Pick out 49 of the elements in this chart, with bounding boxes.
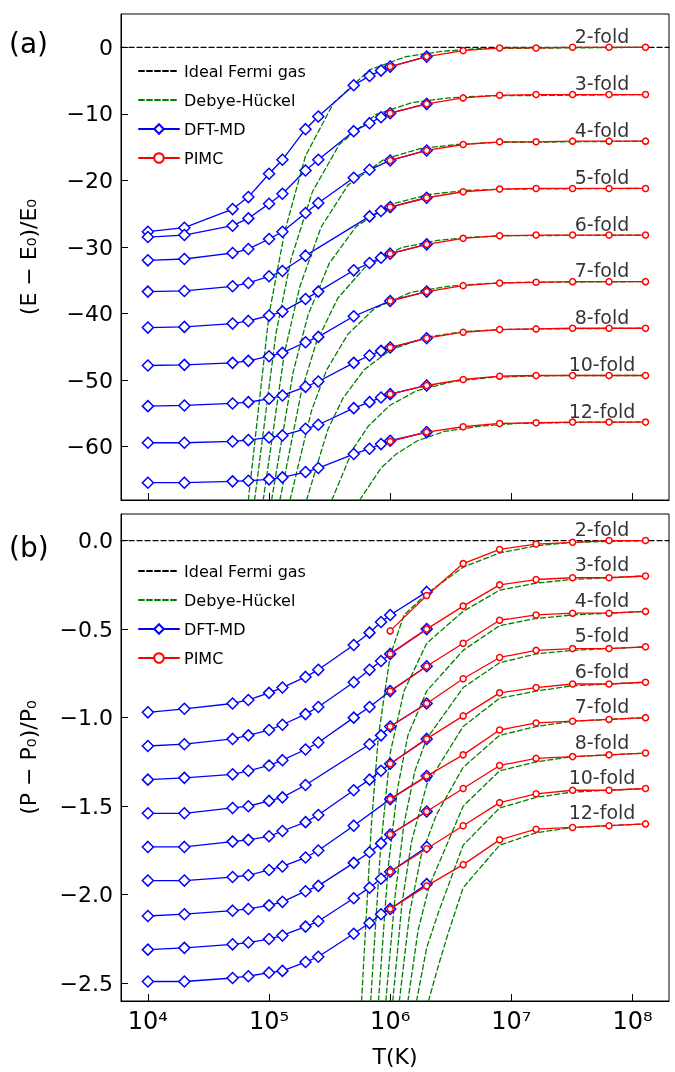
y-axis-title: (P − P₀)/P₀: [15, 700, 41, 815]
y-tick-label: 0.0: [78, 528, 113, 554]
annotation: 7-fold: [574, 695, 630, 718]
annotation: 10-fold: [568, 353, 636, 375]
text: (a): [9, 26, 49, 60]
legend-label: Debye-Hückel: [184, 590, 296, 610]
annotation: 10-fold: [568, 765, 636, 788]
annotation: 8-fold: [574, 730, 630, 753]
x-axis-title: T(K): [371, 1043, 418, 1069]
y-tick-label: −2.5: [59, 970, 113, 996]
annotation: 3-fold: [574, 72, 630, 95]
x-tick-label: 10⁷: [491, 1007, 532, 1035]
annotation: 6-fold: [574, 212, 630, 235]
y-tick-label: −60: [66, 434, 113, 460]
x-tick-label: 10⁸: [612, 1007, 653, 1035]
annotation: 4-fold: [574, 588, 630, 611]
legend-label: PIMC: [184, 648, 224, 668]
y-tick-label: −0.5: [59, 616, 113, 642]
legend-label: DFT-MD: [184, 119, 246, 139]
annotation: 7-fold: [574, 259, 630, 282]
y-tick-label: −2.0: [59, 882, 113, 908]
x-tick-label: 10⁵: [248, 1007, 290, 1035]
annotation: 5-fold: [574, 624, 630, 647]
legend-label: Ideal Fermi gas: [184, 61, 306, 81]
annotation: 5-fold: [574, 165, 630, 188]
y-tick-label: −30: [66, 234, 113, 260]
y-tick-label: −10: [66, 101, 113, 127]
legend-label: DFT-MD: [184, 619, 246, 639]
y-tick-label: −20: [66, 167, 113, 193]
y-axis-title: (E − E₀)/E₀: [15, 198, 41, 316]
legend-label: Debye-Hückel: [184, 90, 296, 110]
annotation: 8-fold: [574, 305, 630, 328]
y-tick-label: −1.5: [59, 793, 113, 819]
legend-label: Ideal Fermi gas: [184, 561, 306, 581]
annotation: 4-fold: [574, 118, 630, 141]
y-tick-label: −50: [66, 367, 113, 393]
y-tick-label: −1.0: [59, 705, 113, 731]
y-tick-label: −40: [66, 301, 113, 327]
annotation: 3-fold: [574, 553, 630, 576]
x-tick-label: 10⁶: [370, 1007, 411, 1035]
annotation: 12-fold: [568, 399, 636, 422]
y-tick-label: 0: [99, 34, 113, 60]
x-tick-label: 10⁴: [127, 1007, 168, 1035]
annotation: 12-fold: [568, 801, 636, 824]
legend-label: PIMC: [184, 148, 224, 168]
text: (b): [9, 530, 49, 564]
annotation: 2-fold: [574, 24, 630, 47]
annotation: 2-fold: [574, 518, 630, 541]
annotation: 6-fold: [574, 659, 630, 682]
